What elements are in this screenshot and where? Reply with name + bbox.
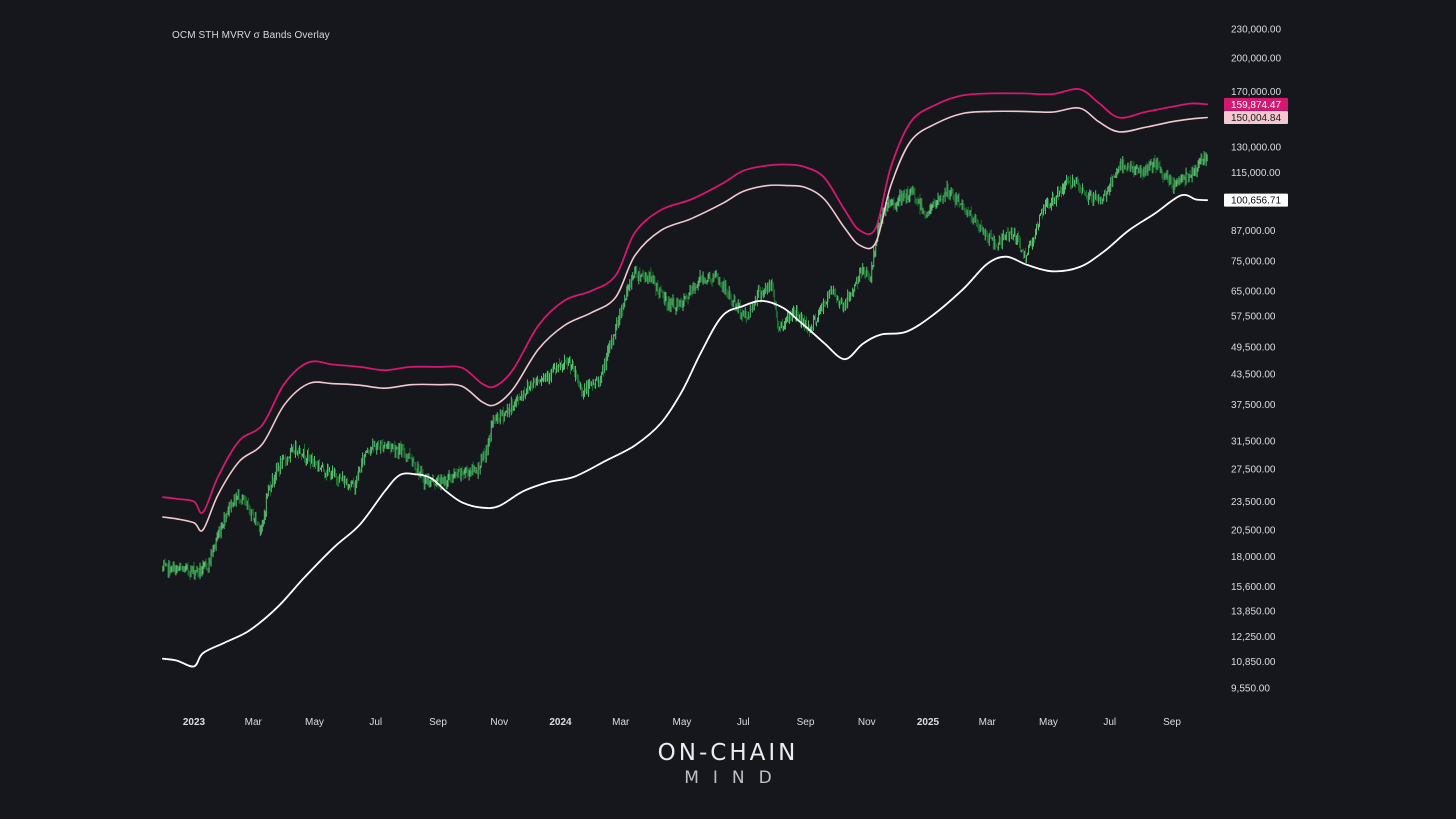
price-candles xyxy=(162,151,1208,580)
x-tick-month-label: Sep xyxy=(797,717,815,728)
y-tick-label: 230,000.00 xyxy=(1231,25,1281,36)
x-tick-month-label: Nov xyxy=(858,717,876,728)
upper-band-value-tag: 159,874.47 xyxy=(1224,97,1288,111)
y-tick-label: 75,000.00 xyxy=(1231,257,1276,268)
x-tick-month-label: Jul xyxy=(737,717,750,728)
y-tick-label: 65,000.00 xyxy=(1231,286,1276,297)
value-tags: 159,874.47 150,004.84 100,656.71 xyxy=(1224,97,1288,207)
value-tag-label: 150,004.84 xyxy=(1231,113,1281,124)
x-tick-month-label: May xyxy=(1039,717,1058,728)
y-tick-label: 31,500.00 xyxy=(1231,436,1276,447)
y-tick-label: 20,500.00 xyxy=(1231,525,1276,536)
middle-band-value-tag: 150,004.84 xyxy=(1224,111,1288,125)
y-tick-label: 27,500.00 xyxy=(1231,464,1276,475)
y-tick-label: 130,000.00 xyxy=(1231,143,1281,154)
y-tick-label: 18,000.00 xyxy=(1231,552,1276,563)
x-tick-year-label: 2025 xyxy=(917,717,940,728)
x-tick-month-label: Mar xyxy=(979,717,997,728)
y-tick-label: 170,000.00 xyxy=(1231,87,1281,98)
y-tick-label: 200,000.00 xyxy=(1231,53,1281,64)
x-tick-month-label: Sep xyxy=(1163,717,1181,728)
x-tick-month-label: Mar xyxy=(245,717,263,728)
logo-wordmark-top: ON-CHAIN xyxy=(657,740,799,766)
y-tick-label: 10,850.00 xyxy=(1231,657,1276,668)
value-tag-label: 159,874.47 xyxy=(1231,100,1281,111)
x-tick-month-label: Nov xyxy=(490,717,508,728)
lower-band-line xyxy=(162,193,1208,668)
logo-wordmark-bottom: MIND xyxy=(684,768,786,788)
x-tick-month-label: Jul xyxy=(1103,717,1116,728)
x-tick-month-label: May xyxy=(673,717,692,728)
chart-title: OCM STH MVRV σ Bands Overlay xyxy=(172,30,330,41)
y-tick-label: 115,000.00 xyxy=(1231,168,1281,179)
y-tick-label: 13,850.00 xyxy=(1231,606,1276,617)
y-tick-label: 49,500.00 xyxy=(1231,343,1276,354)
y-axis: 230,000.00 200,000.00 170,000.00 130,000.00… xyxy=(1231,25,1281,695)
y-tick-label: 9,550.00 xyxy=(1231,684,1270,695)
upper-band-line xyxy=(162,88,1208,515)
x-tick-month-label: Sep xyxy=(429,717,447,728)
y-tick-label: 43,500.00 xyxy=(1231,369,1276,380)
y-tick-label: 87,000.00 xyxy=(1231,226,1276,237)
middle-band-line xyxy=(162,106,1208,532)
x-axis: 2023 Mar May Jul Sep Nov 2024 Mar May Jul Sep Nov 20… xyxy=(183,717,1181,728)
x-tick-year-label: 2024 xyxy=(549,717,572,728)
sigma-bands xyxy=(162,88,1208,668)
x-tick-month-label: Mar xyxy=(612,717,630,728)
x-tick-year-label: 2023 xyxy=(183,717,206,728)
y-tick-label: 15,600.00 xyxy=(1231,582,1276,593)
lower-band-value-tag: 100,656.71 xyxy=(1224,193,1288,207)
y-tick-label: 57,500.00 xyxy=(1231,312,1276,323)
x-tick-month-label: Jul xyxy=(369,717,382,728)
value-tag-label: 100,656.71 xyxy=(1231,196,1281,207)
x-tick-month-label: May xyxy=(305,717,324,728)
y-tick-label: 12,250.00 xyxy=(1231,632,1276,643)
y-tick-label: 23,500.00 xyxy=(1231,497,1276,508)
y-tick-label: 37,500.00 xyxy=(1231,400,1276,411)
